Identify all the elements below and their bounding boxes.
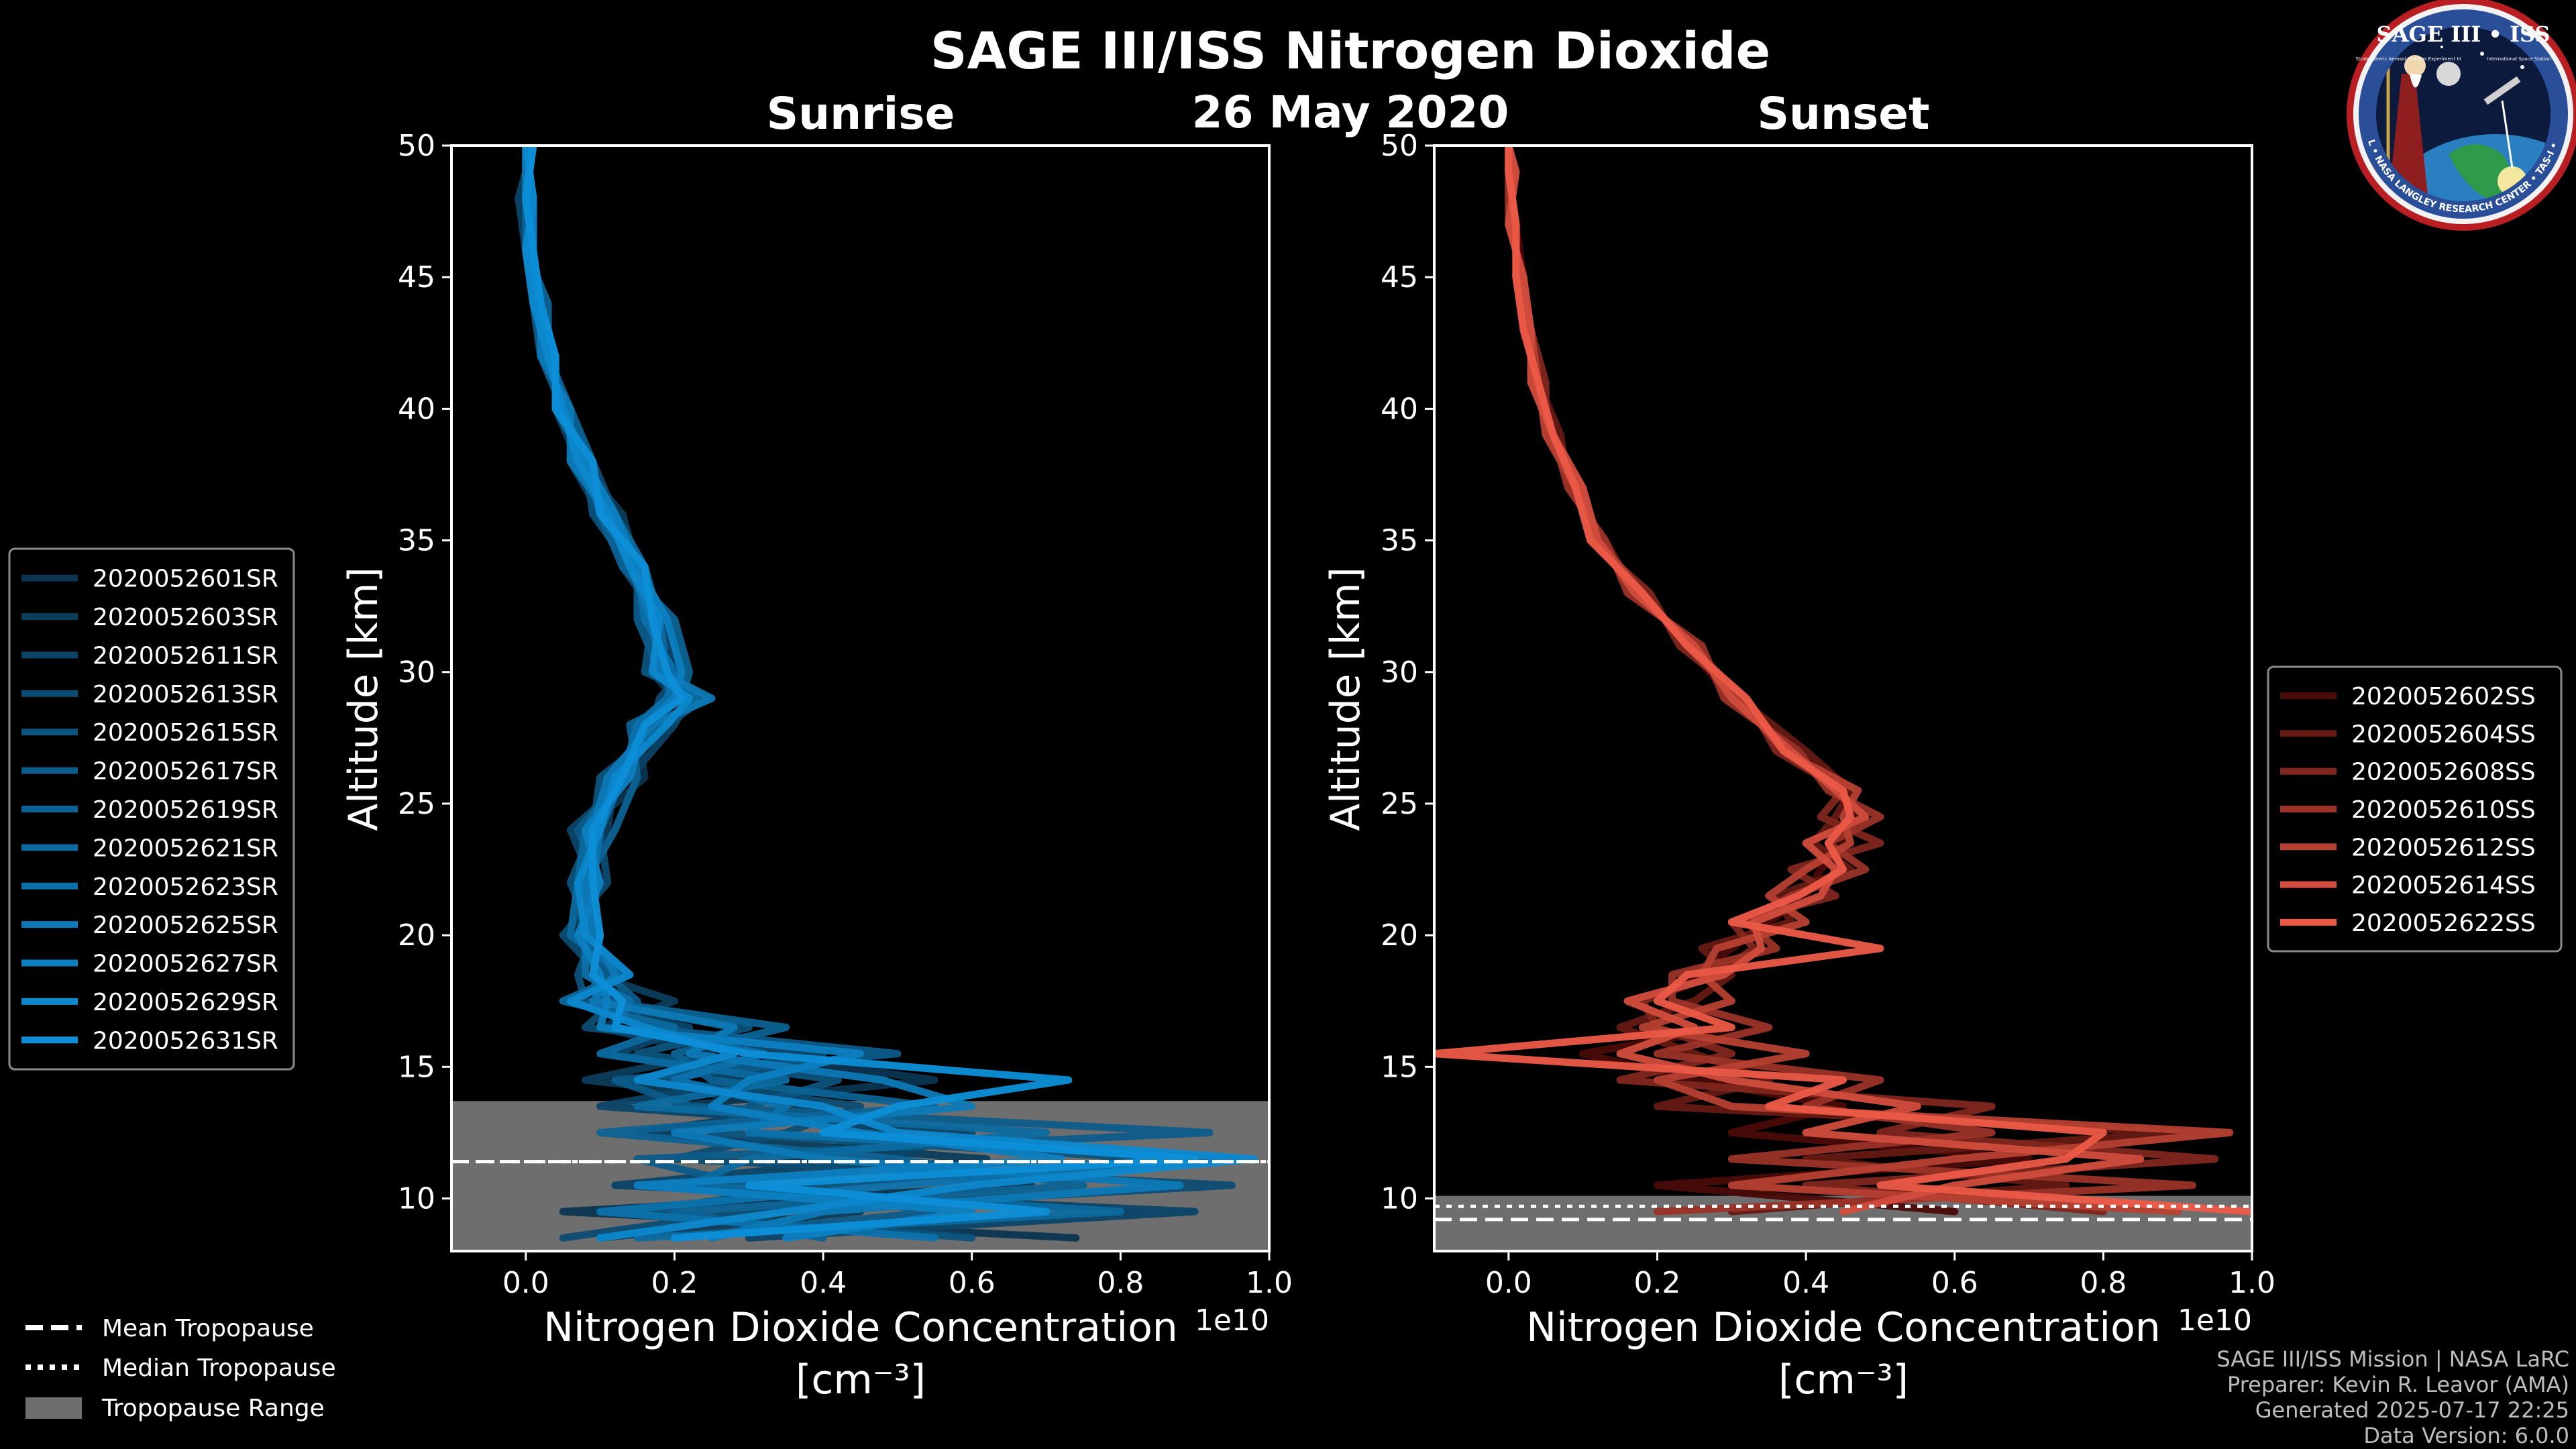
- logo-subtitle-left: Stratospheric Aerosol and Gas Experiment…: [2355, 56, 2461, 62]
- sunset-legend-frame: [2267, 665, 2563, 953]
- sunrise-xtick-label: 0.0: [502, 1266, 549, 1300]
- sunrise-xtick-label: 0.4: [800, 1266, 847, 1300]
- sunrise-xtick-label: 1.0: [1246, 1266, 1293, 1300]
- sunset-ytick-label: 15: [1381, 1050, 1418, 1084]
- sunset-ytick-label: 20: [1381, 918, 1418, 953]
- sunset-ytick-label: 45: [1381, 260, 1418, 294]
- footer-line-generated: Generated 2025-07-17 22:25: [2255, 1397, 2569, 1423]
- sunset-ytick-label: 30: [1381, 655, 1418, 690]
- sunset-legend: 2020052602SS 2020052604SS 2020052608SS 2020…: [2267, 665, 2563, 953]
- sunset-xtick-label: 0.2: [1633, 1266, 1680, 1300]
- sunrise-xlabel: Nitrogen Dioxide Concentration: [543, 1304, 1178, 1351]
- sunrise-legend: 2020052601SR 2020052603SR 2020052611SR 2020…: [8, 547, 295, 1071]
- sunrise-series-2020052631SR: [522, 146, 1199, 1242]
- sunset-legend-label: 2020052608SS: [2351, 759, 2536, 786]
- sunset-ytick-label: 10: [1381, 1182, 1418, 1216]
- sunrise-x-multiplier: 1e10: [1195, 1303, 1269, 1338]
- sunrise-ytick-label: 15: [398, 1050, 435, 1084]
- footer-credits: SAGE III/ISS Mission | NASA LaRC Prepare…: [2216, 1346, 2569, 1448]
- sunrise-legend-label: 2020052603SR: [93, 604, 278, 631]
- figure-title: SAGE III/ISS Nitrogen Dioxide: [930, 21, 1770, 80]
- sunset-panel: Sunset 0.0 0.2 0.4 0.6 0.8 1.0 10 15 20 25 30 35 40 4…: [1322, 88, 2275, 1403]
- tropopause-range-label: Tropopause Range: [101, 1395, 325, 1422]
- sunset-ytick-label: 40: [1381, 392, 1418, 426]
- sunrise-ylabel: Altitude [km]: [340, 567, 387, 831]
- logo-subtitle-right: International Space Station: [2487, 56, 2551, 62]
- sunrise-legend-label: 2020052625SR: [93, 912, 278, 939]
- sunrise-legend-label: 2020052613SR: [93, 681, 278, 708]
- sunset-series-2020052622SS: [1434, 146, 2252, 1216]
- figure-date: 26 May 2020: [1192, 87, 1509, 138]
- sunset-ytick-label: 50: [1381, 129, 1418, 163]
- sunset-ytick-label: 25: [1381, 787, 1418, 821]
- sunrise-ytick-label: 30: [398, 655, 435, 690]
- median-tropopause-label: Median Tropopause: [102, 1354, 336, 1382]
- sunrise-legend-label: 2020052617SR: [93, 758, 278, 786]
- sunset-x-multiplier: 1e10: [2178, 1303, 2252, 1338]
- sunrise-ytick-label: 20: [398, 918, 435, 953]
- sunrise-ytick-label: 25: [398, 787, 435, 821]
- sunrise-title: Sunrise: [767, 88, 955, 140]
- sunrise-legend-label: 2020052631SR: [93, 1027, 278, 1055]
- sunset-axes-frame: [1433, 144, 2253, 1252]
- sunset-ytick-label: 35: [1381, 524, 1418, 558]
- sunrise-plot-area: [450, 144, 1271, 1252]
- sunset-xtick-label: 0.6: [1931, 1266, 1978, 1300]
- sunset-legend-label: 2020052622SS: [2351, 910, 2536, 937]
- tropopause-range-swatch: [25, 1397, 82, 1419]
- sunrise-ytick-label: 35: [398, 524, 435, 558]
- sunset-title: Sunset: [1757, 88, 1929, 140]
- sunset-legend-label: 2020052602SS: [2351, 683, 2536, 710]
- sunrise-panel: Sunrise 0.0 0.2 0.4 0.6 0.8 1.0 10 15 20 25 30 35 40…: [340, 88, 1293, 1403]
- sunrise-legend-label: 2020052629SR: [93, 989, 278, 1016]
- sunset-plot-area: [1433, 144, 2253, 1252]
- sunset-xtick-label: 0.8: [2080, 1266, 2127, 1300]
- footer-line-version: Data Version: 6.0.0: [2363, 1423, 2569, 1448]
- sunrise-legend-label: 2020052621SR: [93, 835, 278, 862]
- sunrise-axes-frame: [450, 144, 1271, 1252]
- sunset-xtick-label: 0.4: [1782, 1266, 1829, 1300]
- sunrise-legend-label: 2020052601SR: [93, 566, 278, 593]
- sunset-legend-label: 2020052610SS: [2351, 796, 2536, 824]
- sunrise-ytick-label: 40: [398, 392, 435, 426]
- sunset-legend-label: 2020052612SS: [2351, 834, 2536, 861]
- sunset-legend-label: 2020052604SS: [2351, 720, 2536, 748]
- footer-line-mission: SAGE III/ISS Mission | NASA LaRC: [2216, 1346, 2569, 1372]
- sunrise-ytick-label: 10: [398, 1182, 435, 1216]
- sunrise-legend-label: 2020052619SR: [93, 796, 278, 824]
- logo-title: SAGE III • ISS: [2377, 21, 2551, 47]
- sunset-ticks: 0.0 0.2 0.4 0.6 0.8 1.0 10 15 20 25 30 35 40 45 50: [1381, 129, 2275, 1300]
- sunrise-legend-label: 2020052615SR: [93, 719, 278, 747]
- tropopause-legend: Mean Tropopause Median Tropopause Tropop…: [25, 1315, 336, 1422]
- sunrise-legend-frame: [8, 547, 295, 1071]
- sunrise-legend-label: 2020052611SR: [93, 642, 278, 669]
- sunrise-ytick-label: 45: [398, 260, 435, 294]
- sunset-xtick-label: 0.0: [1485, 1266, 1532, 1300]
- sunset-xtick-label: 1.0: [2229, 1266, 2275, 1300]
- mean-tropopause-label: Mean Tropopause: [102, 1315, 314, 1342]
- footer-line-preparer: Preparer: Kevin R. Leavor (AMA): [2227, 1372, 2569, 1397]
- sunrise-xtick-label: 0.6: [949, 1266, 996, 1300]
- sunset-legend-label: 2020052614SS: [2351, 872, 2536, 900]
- sunrise-xtick-label: 0.8: [1097, 1266, 1144, 1300]
- sunrise-legend-label: 2020052623SR: [93, 873, 278, 901]
- sunset-xlabel-units: [cm⁻³]: [1778, 1356, 1909, 1403]
- sunset-xlabel: Nitrogen Dioxide Concentration: [1526, 1304, 2161, 1351]
- sunrise-legend-label: 2020052627SR: [93, 951, 278, 978]
- sunset-ylabel: Altitude [km]: [1322, 567, 1369, 831]
- sunrise-xlabel-units: [cm⁻³]: [796, 1356, 926, 1403]
- sunrise-ytick-label: 50: [398, 129, 435, 163]
- sunrise-ticks: 0.0 0.2 0.4 0.6 0.8 1.0 10 15 20 25 30 35 40 45 50: [398, 129, 1293, 1300]
- sunrise-xtick-label: 0.2: [651, 1266, 698, 1300]
